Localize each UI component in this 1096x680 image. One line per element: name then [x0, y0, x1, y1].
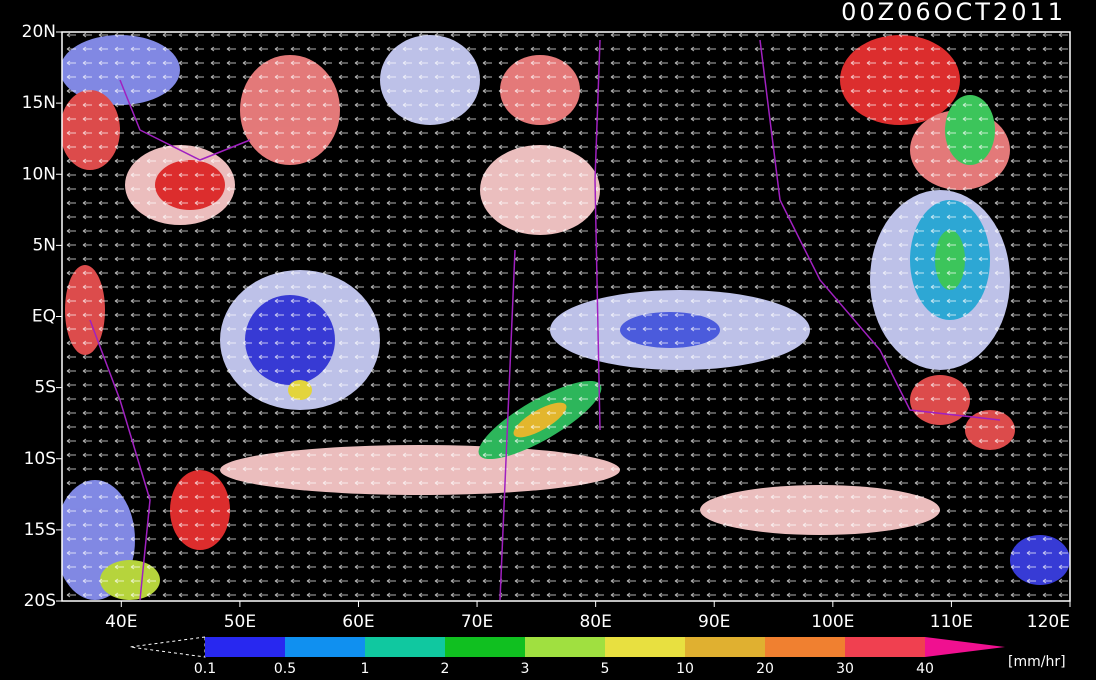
lon-label: 110E [930, 612, 973, 632]
lon-label: 120E [1027, 612, 1070, 632]
lat-label: 5S [34, 378, 56, 398]
colorbar-label: 2 [441, 661, 450, 677]
map-field [62, 32, 1070, 601]
colorbar-unit: [mm/hr] [1008, 654, 1066, 670]
colorbar-label: 20 [756, 661, 774, 677]
colorbar-label: 1 [361, 661, 370, 677]
lon-label: 80E [579, 612, 611, 632]
lon-label: 40E [105, 612, 137, 632]
colorbar-label: 10 [676, 661, 694, 677]
lat-label: 20S [24, 591, 56, 611]
lon-label: 60E [342, 612, 374, 632]
lon-label: 70E [461, 612, 493, 632]
lon-label: 90E [698, 612, 730, 632]
lat-label: EQ [32, 307, 56, 327]
colorbar-label: 40 [916, 661, 934, 677]
lat-label: 10N [22, 164, 56, 184]
lat-label: 15S [24, 520, 56, 540]
lat-label: 5N [32, 235, 56, 255]
lon-label: 100E [811, 612, 854, 632]
colorbar-label: 3 [521, 661, 530, 677]
colorbar-label: 5 [601, 661, 610, 677]
lat-label: 15N [22, 93, 56, 113]
colorbar-label: 0.5 [274, 661, 296, 677]
lat-label: 10S [24, 449, 56, 469]
colorbar-label: 30 [836, 661, 854, 677]
colorbar [129, 636, 1005, 658]
lat-label: 20N [22, 22, 56, 42]
colorbar-label: 0.1 [194, 661, 216, 677]
lon-label: 50E [224, 612, 256, 632]
time-title: 00Z06OCT2011 [841, 0, 1066, 26]
